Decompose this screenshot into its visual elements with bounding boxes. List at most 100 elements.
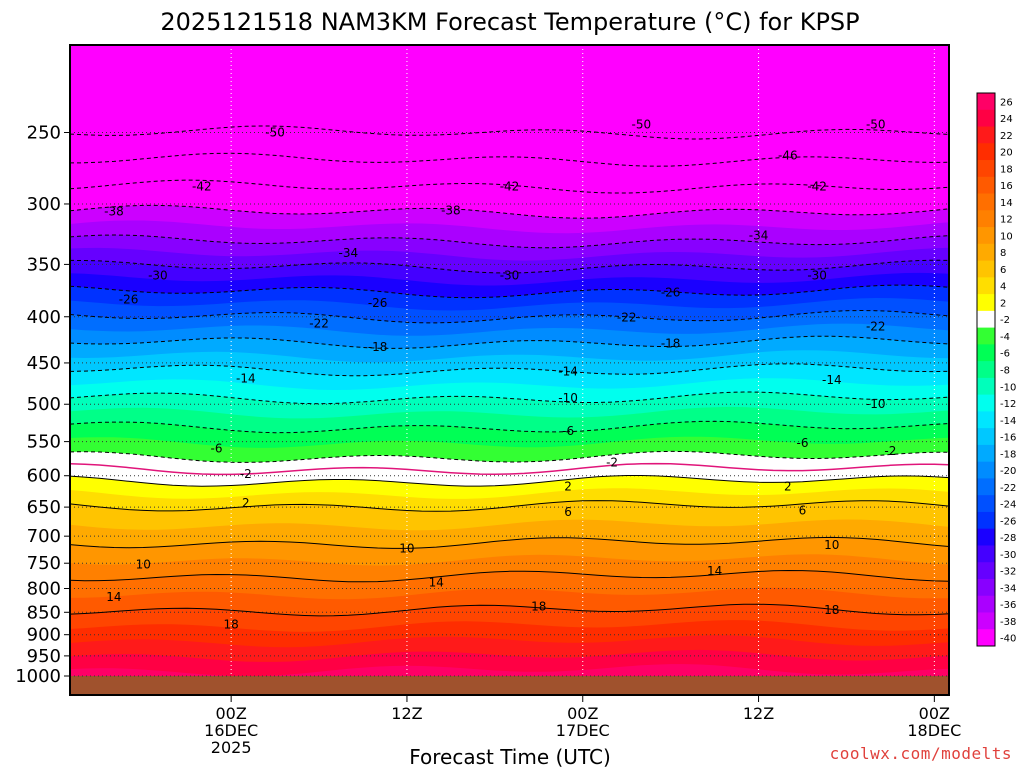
colorbar-swatch <box>977 478 995 496</box>
x-tick-label: 12Z <box>391 704 422 723</box>
colorbar-swatch <box>977 210 995 228</box>
colorbar-label: 20 <box>1000 148 1013 159</box>
contour-label: -22 <box>866 319 886 333</box>
contour-label: -50 <box>265 125 285 139</box>
y-axis: 2503003504004505005506006507007508008509… <box>15 122 70 687</box>
colorbar-label: -40 <box>1000 634 1016 645</box>
x-tick-label: 2025 <box>211 738 252 757</box>
contour-label: -2 <box>240 467 252 481</box>
contour-label: 10 <box>136 557 151 571</box>
colorbar-swatch <box>977 310 995 329</box>
contour-label: -6 <box>797 436 809 450</box>
x-tick-label: 00Z <box>567 704 598 723</box>
colorbar-swatch <box>977 595 995 613</box>
contour-label: -22 <box>617 311 637 325</box>
chart-title: 2025121518 NAM3KM Forecast Temperature (… <box>160 8 859 36</box>
colorbar-swatch <box>977 243 995 262</box>
colorbar-swatch <box>977 160 995 178</box>
isotherm-10 <box>70 536 949 549</box>
colorbar-swatch <box>977 109 995 128</box>
contour-label: -14 <box>822 373 842 387</box>
y-tick-label: 250 <box>27 122 61 143</box>
y-tick-label: 550 <box>27 432 61 453</box>
band-26 <box>70 664 949 676</box>
contour-label: -22 <box>309 317 329 331</box>
colorbar-swatch <box>977 511 995 530</box>
y-tick-label: 600 <box>27 466 61 487</box>
contour-label: -42 <box>807 180 827 194</box>
colorbar-label: 8 <box>1000 248 1006 259</box>
contour-label: -14 <box>558 365 578 379</box>
colorbar-label: -14 <box>1000 416 1016 427</box>
colorbar-label: -12 <box>1000 399 1016 410</box>
contour-label: -18 <box>661 336 681 350</box>
colorbar-swatch <box>977 444 995 463</box>
colorbar-swatch <box>977 495 995 513</box>
contour-label: 6 <box>799 504 807 518</box>
x-tick-label: 00Z <box>215 704 246 723</box>
colorbar-swatch <box>977 612 995 630</box>
colorbar-label: -32 <box>1000 567 1016 578</box>
contour-label: -26 <box>119 293 139 307</box>
isotherm-14 <box>70 569 949 583</box>
colorbar-label: -10 <box>1000 382 1016 393</box>
colorbar-label: 12 <box>1000 215 1013 226</box>
colorbar-legend: 26 24 22 20 18 16 14 12 10 8 6 4 2 -2 -4 -6 -8 -10 -12 -14 -… <box>976 92 1016 647</box>
contour-label: -30 <box>807 268 827 282</box>
y-tick-label: 900 <box>27 625 61 646</box>
colorbar-label: 6 <box>1000 265 1006 276</box>
contour-label: 2 <box>242 496 250 510</box>
colorbar-label: -16 <box>1000 433 1016 444</box>
contour-label: -46 <box>778 148 798 162</box>
contour-label: -26 <box>661 285 681 299</box>
x-tick-label: 00Z <box>919 704 950 723</box>
isotherm-contours <box>70 125 949 617</box>
contour-label: 14 <box>429 576 444 590</box>
contour-label: -30 <box>148 268 168 282</box>
grid-lines <box>70 45 949 677</box>
colorbar-swatch <box>977 193 995 211</box>
x-tick-label: 16DEC <box>204 721 258 740</box>
colorbar-swatch <box>977 327 995 345</box>
colorbar-swatch <box>977 227 995 245</box>
y-tick-label: 1000 <box>15 666 61 687</box>
contour-label: 14 <box>106 590 121 604</box>
colorbar-swatch <box>977 344 995 362</box>
y-tick-label: 850 <box>27 602 61 623</box>
colorbar-swatch <box>977 176 995 195</box>
colorbar-swatch <box>977 143 995 161</box>
contour-label: -10 <box>866 397 886 411</box>
colorbar-frame <box>976 92 996 647</box>
colorbar-label: -2 <box>1000 315 1010 326</box>
colorbar-label: 26 <box>1000 97 1013 108</box>
contour-label: -18 <box>368 340 388 354</box>
isotherm-2 <box>70 475 949 487</box>
contour-label: 10 <box>399 541 414 555</box>
colorbar-label: -22 <box>1000 483 1016 494</box>
contour-label: 14 <box>707 564 722 578</box>
y-tick-label: 450 <box>27 353 61 374</box>
colorbar-swatch <box>977 277 995 295</box>
colorbar-label: -30 <box>1000 550 1016 561</box>
y-tick-label: 700 <box>27 526 61 547</box>
ground-surface <box>70 676 949 695</box>
colorbar-swatch <box>977 93 995 111</box>
x-axis-label: Forecast Time (UTC) <box>409 745 611 768</box>
colorbar-swatch <box>977 562 995 580</box>
y-tick-label: 650 <box>27 497 61 518</box>
contour-label: -34 <box>339 246 359 260</box>
colorbar-label: -34 <box>1000 583 1016 594</box>
colorbar-label: 18 <box>1000 164 1013 175</box>
colorbar-swatch <box>977 428 995 446</box>
contour-label: -34 <box>749 228 769 242</box>
source-credit[interactable]: coolwx.com/modelts <box>829 744 1012 763</box>
colorbar-swatch <box>977 461 995 479</box>
contour-label: -50 <box>632 118 652 132</box>
x-tick-label: 18DEC <box>907 721 961 740</box>
colorbar-swatch <box>977 394 995 412</box>
contour-label: -6 <box>211 442 223 456</box>
colorbar-label: -28 <box>1000 533 1016 544</box>
contour-label: 10 <box>824 538 839 552</box>
x-tick-label: 12Z <box>743 704 774 723</box>
colorbar-swatch <box>977 545 995 563</box>
